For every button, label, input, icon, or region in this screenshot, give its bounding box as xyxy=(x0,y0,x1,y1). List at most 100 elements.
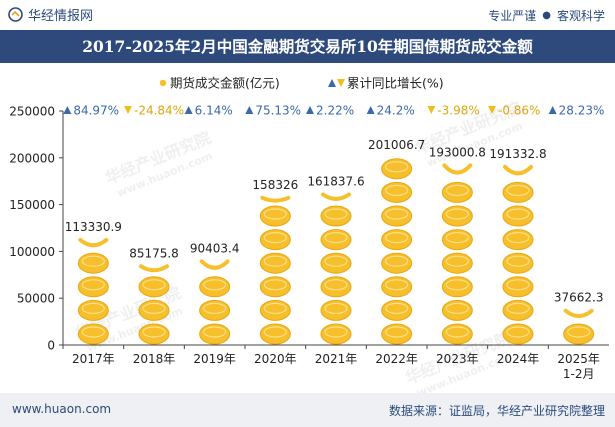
coin xyxy=(259,323,291,345)
coin-rim xyxy=(445,279,469,291)
coin-rim xyxy=(81,326,105,338)
coin-rim xyxy=(263,255,287,267)
logo-text: 华经情报网 xyxy=(28,9,94,24)
legend-swatch-down xyxy=(337,79,345,87)
legend-item-growth: 累计同比增长(%) xyxy=(328,76,444,91)
coin-partial xyxy=(139,264,169,273)
logo: 华经情报网 xyxy=(8,5,93,24)
coin-rim xyxy=(385,184,409,197)
slogan: 专业严谨 ● 客观科学 xyxy=(488,7,605,24)
coin xyxy=(381,158,413,180)
growth-item: -3.98% xyxy=(427,104,480,118)
growth-label: 75.13% xyxy=(255,104,301,118)
x-tick-label: 2022年 xyxy=(375,352,418,366)
coin-rim xyxy=(142,302,166,314)
coin xyxy=(441,323,473,345)
coin-rim xyxy=(445,184,469,197)
coin-rim xyxy=(203,302,227,314)
bar-value-label: 37662.3 xyxy=(554,291,604,305)
coin xyxy=(259,205,291,227)
growth-up-arrow xyxy=(184,106,193,114)
bars: 113330.9 85175.8 90403.4 158326 161837.6 2010… xyxy=(65,138,604,345)
coin xyxy=(320,205,352,227)
x-tick-label: 2020年 xyxy=(254,352,297,366)
y-tick-label: 150000 xyxy=(9,198,55,212)
bar-1 xyxy=(138,264,170,345)
growth-up-arrow xyxy=(548,106,557,114)
coin xyxy=(320,323,352,345)
bar-value-label: 201006.7 xyxy=(368,138,425,152)
coin xyxy=(502,299,534,321)
x-tick-label: 2018年 xyxy=(133,352,176,366)
coin xyxy=(381,276,413,298)
coin-rim xyxy=(81,302,105,314)
legend-item-amount: 期货成交金额(亿元) xyxy=(159,76,280,91)
legend-label-amount: 期货成交金额(亿元) xyxy=(170,76,280,91)
coin xyxy=(199,299,231,321)
legend: 期货成交金额(亿元) 累计同比增长(%) xyxy=(159,76,444,91)
x-tick-label: 2025年 xyxy=(557,352,600,366)
coin-rim xyxy=(445,232,469,244)
coin-rim xyxy=(81,255,105,267)
bar-value-label: 85175.8 xyxy=(129,246,179,260)
coin xyxy=(320,229,352,251)
coin xyxy=(381,299,413,321)
legend-swatch-up xyxy=(328,79,336,87)
y-tick-label: 250000 xyxy=(9,105,55,119)
bar-value-label: 90403.4 xyxy=(190,241,240,255)
bar-value-label: 191332.8 xyxy=(489,147,546,161)
coin-rim xyxy=(506,255,530,267)
x-tick-label: 1-2月 xyxy=(563,367,595,381)
coin-rim xyxy=(506,232,530,244)
coin xyxy=(77,299,109,321)
coin-rim xyxy=(506,279,530,291)
coin xyxy=(199,323,231,345)
coin-partial xyxy=(199,259,230,270)
coin-rim xyxy=(506,184,530,197)
logo-icon xyxy=(8,7,23,22)
growth-up-arrow xyxy=(245,106,254,114)
slogan-left: 专业严谨 xyxy=(488,9,537,23)
growth-label: -3.98% xyxy=(437,104,479,118)
coin xyxy=(320,252,352,274)
growth-down-arrow xyxy=(488,106,496,114)
growth-item: 28.23% xyxy=(548,104,605,118)
coin xyxy=(441,181,473,203)
coin-rim xyxy=(385,326,409,338)
growth-label: -0.86% xyxy=(498,104,540,118)
y-tick-label: 100000 xyxy=(9,245,55,259)
coin-rim xyxy=(81,279,105,291)
growth-item: 24.2% xyxy=(366,104,415,118)
bar-4 xyxy=(320,192,352,345)
coin xyxy=(259,276,291,298)
coin-rim xyxy=(385,161,409,173)
coin xyxy=(502,323,534,345)
x-tick-label: 2023年 xyxy=(436,352,479,366)
coin-partial xyxy=(503,164,533,176)
growth-label: -24.84% xyxy=(134,104,184,118)
coin xyxy=(381,181,413,203)
growth-item: 6.14% xyxy=(184,104,233,118)
growth-label: 28.23% xyxy=(559,104,605,118)
coin-partial xyxy=(78,237,109,248)
coin xyxy=(138,323,170,345)
growth-item: 75.13% xyxy=(245,104,301,118)
coin xyxy=(441,299,473,321)
coin-rim xyxy=(385,208,409,220)
y-tick-label: 0 xyxy=(47,339,55,353)
coin xyxy=(381,323,413,345)
coin-partial xyxy=(321,192,351,201)
title-band: 2017-2025年2月中国金融期货交易所10年期国债期货成交金额 xyxy=(0,30,615,63)
x-tick-label: 2019年 xyxy=(193,352,236,366)
y-tick-label: 50000 xyxy=(17,292,55,306)
coin-rim xyxy=(203,279,227,291)
coin-rim xyxy=(324,208,348,220)
coin-partial xyxy=(442,163,473,175)
coin xyxy=(77,323,109,345)
slogan-right: 客观科学 xyxy=(556,9,605,23)
coin-rim xyxy=(324,279,348,291)
x-tick-label: 2017年 xyxy=(72,352,115,366)
coin xyxy=(502,229,534,251)
bar-8 xyxy=(563,308,595,345)
